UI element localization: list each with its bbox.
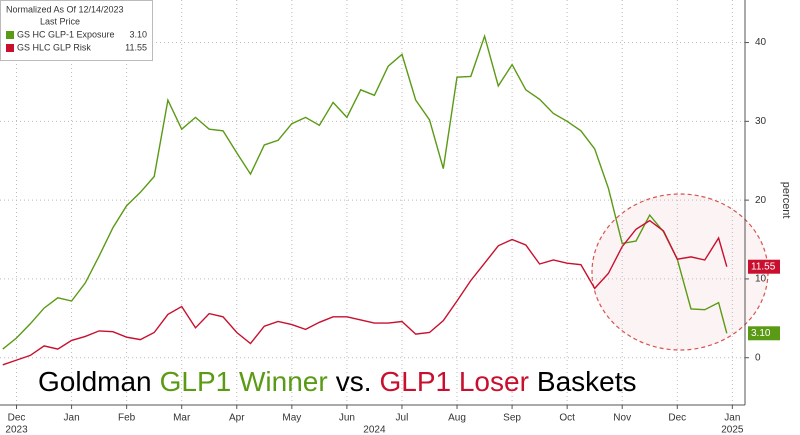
legend-label: GS HLC GLP Risk [17,42,91,52]
title-part: Baskets [536,366,637,397]
last-price-label: 3.10 [751,328,771,339]
x-tick-label: Jan [724,413,740,424]
x-year-label: 2024 [363,425,386,435]
x-tick-label: Jan [64,413,80,424]
x-tick-label: Dec [668,413,686,424]
chart-title: Goldman GLP1 Winner vs. GLP1 Loser Baskets [38,366,637,398]
line-series [2,219,728,366]
x-tick-label: Dec [8,413,26,424]
title-part: vs. [335,366,372,397]
last-price-box [748,259,780,274]
last-price-box [748,326,780,341]
y-tick-label: 10 [755,274,767,285]
highlight-ellipse [591,193,769,351]
y-tick-label: 40 [755,37,767,48]
legend-value: 11.55 [125,42,147,52]
last-price-label: 11.55 [751,261,776,272]
x-tick-label: May [282,413,301,424]
x-tick-label: Feb [118,413,136,424]
x-year-label: 2023 [5,425,28,435]
legend-swatch [6,31,14,39]
y-axis-label: percent [780,182,792,219]
x-tick-label: Sep [503,413,521,424]
legend-label: GS HC GLP-1 Exposure [17,29,115,39]
legend-header: Last Price [40,16,80,26]
title-part: Goldman [38,366,152,397]
legend-box [0,0,153,61]
y-tick-label: 20 [755,195,767,206]
title-part: GLP1 Winner [159,366,328,397]
x-year-label: 2025 [721,425,744,435]
x-tick-label: Nov [613,413,631,424]
line-series [2,33,728,350]
x-tick-label: Jun [339,413,355,424]
legend-swatch [6,44,14,52]
title-part: GLP1 Loser [379,366,529,397]
x-tick-label: Jul [396,413,409,424]
x-tick-label: Apr [229,413,245,424]
y-tick-label: 30 [755,116,767,127]
x-tick-label: Aug [448,413,466,424]
legend-value: 3.10 [129,29,147,39]
legend-header: Normalized As Of 12/14/2023 [6,4,124,14]
x-tick-label: Oct [559,413,575,424]
x-tick-label: Mar [173,413,191,424]
y-tick-label: 0 [755,352,761,363]
